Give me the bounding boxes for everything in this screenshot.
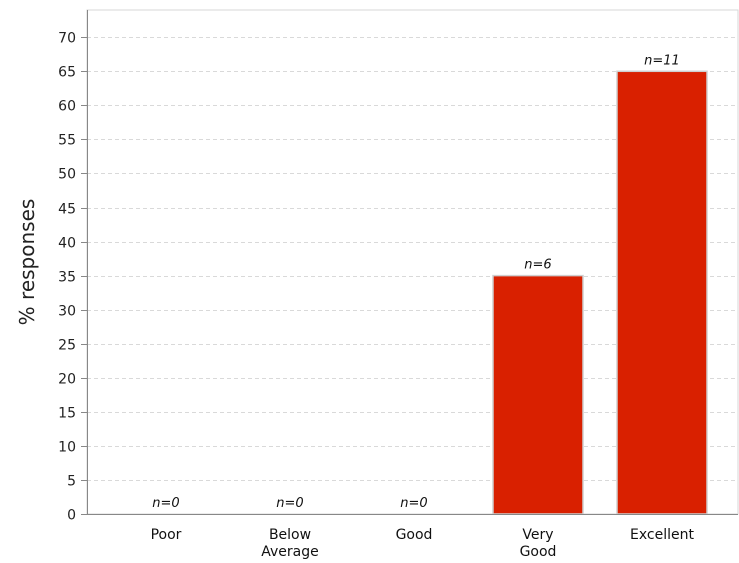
y-tick-label: 60 — [58, 99, 76, 115]
data-label: n=0 — [400, 496, 427, 511]
y-tick-label: 5 — [67, 474, 76, 490]
y-tick-label: 0 — [67, 508, 76, 524]
y-tick-label: 25 — [58, 338, 76, 354]
x-tick-label: Good — [396, 527, 433, 543]
y-axis-title: % responses — [15, 199, 39, 326]
x-tick-label: Poor — [151, 527, 182, 543]
y-tick-label: 50 — [58, 167, 76, 183]
bar — [617, 71, 707, 514]
y-tick-label: 10 — [58, 440, 76, 456]
x-tick-label: Below Average — [261, 527, 319, 560]
y-tick-label: 65 — [58, 65, 76, 81]
x-tick-label: Very Good — [520, 527, 557, 560]
y-tick-label: 30 — [58, 304, 76, 320]
y-tick-label: 35 — [58, 270, 76, 286]
data-label: n=6 — [524, 258, 551, 273]
y-tick-label: 70 — [58, 31, 76, 47]
data-label: n=11 — [644, 53, 680, 68]
data-label: n=0 — [276, 496, 303, 511]
y-tick-label: 40 — [58, 236, 76, 252]
x-tick-label: Excellent — [630, 527, 694, 543]
y-tick-label: 55 — [58, 133, 76, 149]
bar — [493, 276, 583, 514]
y-tick-label: 15 — [58, 406, 76, 422]
y-tick-label: 20 — [58, 372, 76, 388]
y-tick-label: 45 — [58, 202, 76, 218]
data-label: n=0 — [152, 496, 179, 511]
